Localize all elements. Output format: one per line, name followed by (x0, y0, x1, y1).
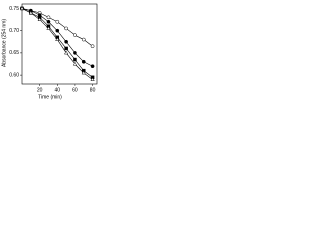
y-tick-label: 0.65 (9, 50, 19, 56)
point (55, 37, 60, 42)
point (19, 6, 25, 10)
point (64, 46, 68, 51)
point (64, 39, 68, 44)
chart: Time (min) Absorbance (254 nm) 0.60 0.65 0… (1, 3, 98, 100)
point (73, 51, 77, 55)
point (81, 70, 86, 75)
point (28, 10, 33, 15)
point (46, 15, 51, 20)
point (72, 61, 78, 66)
point (90, 77, 95, 82)
y-tick-label: 0.70 (9, 28, 19, 34)
x-axis-label: Time (min) (38, 94, 62, 100)
point (37, 17, 42, 22)
x-tick-label: 80 (90, 87, 96, 93)
point (46, 19, 51, 24)
point (81, 37, 86, 42)
point (90, 44, 95, 49)
x-tick-label: 20 (37, 87, 43, 93)
point (64, 26, 68, 31)
point (55, 28, 60, 33)
x-tick-label: 60 (72, 87, 78, 93)
y-tick-label: 0.75 (9, 6, 19, 12)
point (73, 33, 77, 37)
point (90, 64, 95, 69)
point (46, 26, 51, 30)
y-tick-label: 0.60 (9, 72, 19, 78)
y-axis-label: Absorbance (254 nm) (1, 19, 7, 67)
point (73, 57, 77, 62)
x-tick-label: 40 (55, 87, 61, 93)
point (81, 59, 86, 64)
point (63, 50, 69, 55)
plot-frame (21, 3, 98, 85)
line (21, 8, 93, 78)
point (55, 19, 60, 24)
